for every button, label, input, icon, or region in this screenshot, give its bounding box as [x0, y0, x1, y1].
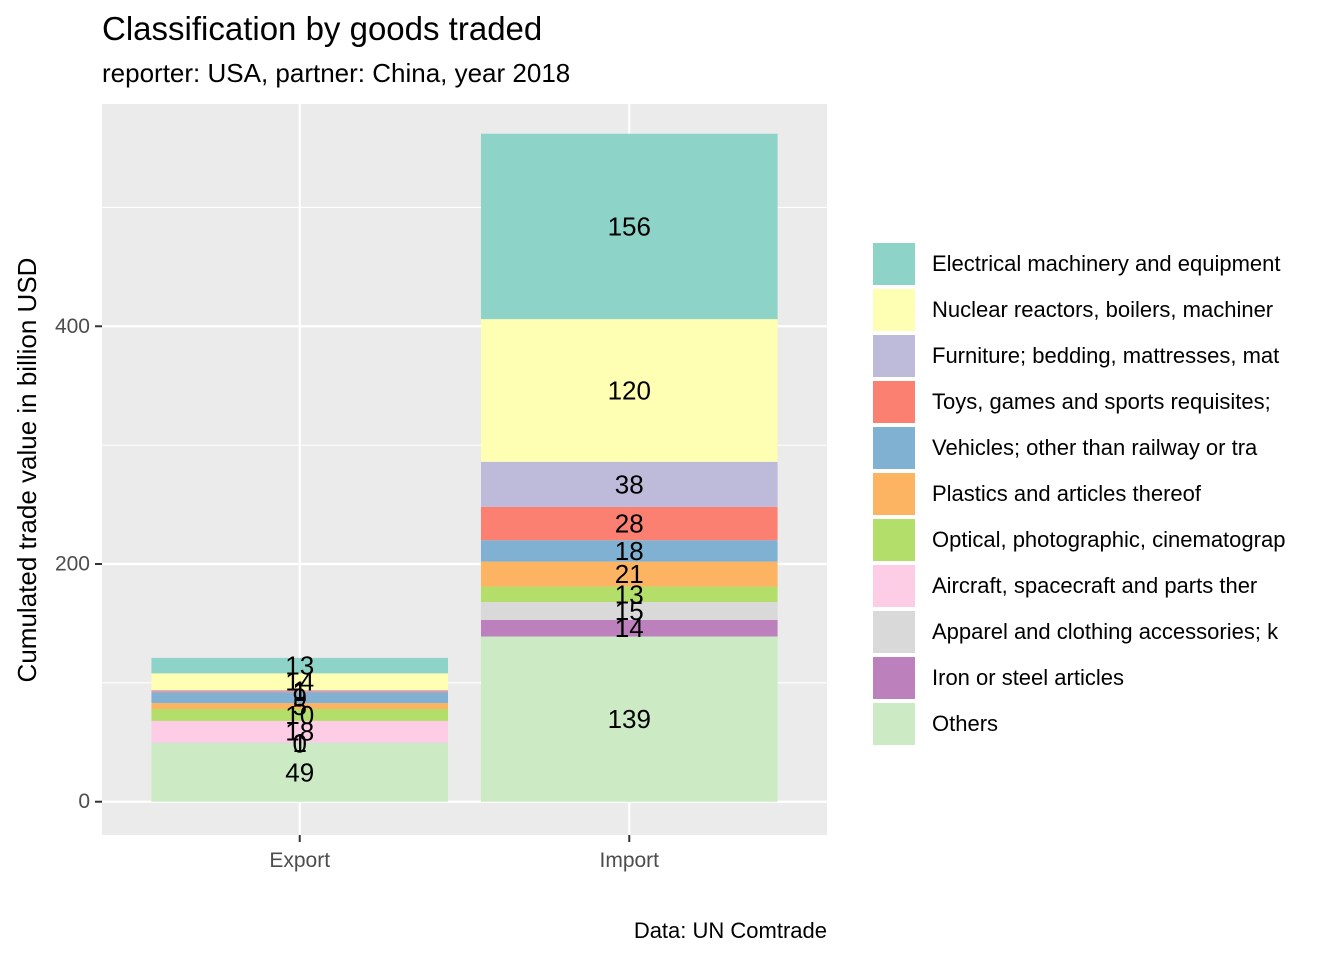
- chart-subtitle: reporter: USA, partner: China, year 2018: [102, 58, 571, 88]
- bar-segment: [480, 506, 778, 541]
- legend-swatch: [873, 519, 915, 561]
- bar-value-label: 139: [608, 704, 651, 734]
- bar-value-label: 120: [608, 375, 651, 405]
- legend-item: Electrical machinery and equipment: [873, 241, 1285, 287]
- legend-swatch: [873, 565, 915, 607]
- bar-segment: [151, 692, 449, 704]
- bar-value-label: 18: [285, 717, 314, 747]
- legend-swatch: [873, 473, 915, 515]
- x-axis: Export Import: [269, 835, 659, 872]
- legend-item: Furniture; bedding, mattresses, mat: [873, 333, 1285, 379]
- legend-swatch: [873, 703, 915, 745]
- chart-title: Classification by goods traded: [102, 10, 543, 47]
- bar-segment: [151, 673, 449, 690]
- bar-value-label: 13: [285, 651, 314, 681]
- legend-swatch: [873, 657, 915, 699]
- bar-value-label: 1: [292, 728, 306, 758]
- legend-swatch: [873, 335, 915, 377]
- legend-label: Toys, games and sports requisites;: [932, 389, 1271, 414]
- x-tick-label: Export: [269, 849, 330, 872]
- legend-label: Nuclear reactors, boilers, machiner: [932, 297, 1274, 322]
- bar-segment: [480, 319, 778, 462]
- bar-value-label: 13: [615, 579, 644, 609]
- legend: Electrical machinery and equipment Nuclea…: [873, 241, 1285, 747]
- legend-item: Vehicles; other than railway or tra: [873, 425, 1285, 471]
- bar-segment: [480, 133, 778, 320]
- bar-value-label: 1: [292, 677, 306, 707]
- bar-value-label: 0: [292, 728, 306, 758]
- bar-segment: [480, 602, 778, 620]
- legend-item: Others: [873, 701, 1285, 747]
- legend-swatch: [873, 289, 915, 331]
- bar-segment: [480, 619, 778, 637]
- bar-segment: [480, 561, 778, 587]
- bars: [151, 133, 778, 802]
- legend-swatch: [873, 611, 915, 653]
- bar-value-label: 14: [285, 667, 314, 697]
- bar-value-label: 14: [615, 613, 644, 643]
- bar-segment: [151, 709, 449, 721]
- legend-label: Furniture; bedding, mattresses, mat: [932, 343, 1280, 368]
- bar-value-label: 18: [615, 536, 644, 566]
- legend-swatch: [873, 427, 915, 469]
- bar-segment: [151, 743, 449, 802]
- legend-item: Apparel and clothing accessories; k: [873, 609, 1285, 655]
- y-axis: 0 200 400: [55, 315, 102, 813]
- bar-value-label: 38: [615, 469, 644, 499]
- bar-segment: [151, 703, 449, 710]
- legend-label: Optical, photographic, cinematograp: [932, 527, 1286, 552]
- legend-item: Optical, photographic, cinematograp: [873, 517, 1285, 563]
- legend-item: Aircraft, spacecraft and parts ther: [873, 563, 1285, 609]
- bar-value-label: 21: [615, 559, 644, 589]
- bar-segment: [151, 657, 449, 674]
- y-tick-label: 400: [55, 315, 90, 338]
- legend-item: Iron or steel articles: [873, 655, 1285, 701]
- bar-segment: [151, 742, 449, 744]
- legend-label: Apparel and clothing accessories; k: [932, 619, 1279, 644]
- legend-swatch: [873, 243, 915, 285]
- bar-value-label: 1: [292, 676, 306, 706]
- bar-value-label: 28: [615, 509, 644, 539]
- legend-item: Toys, games and sports requisites;: [873, 379, 1285, 425]
- bar-segment: [480, 636, 778, 802]
- bar-segment: [151, 720, 449, 743]
- legend-label: Plastics and articles thereof: [932, 481, 1202, 506]
- legend-item: Nuclear reactors, boilers, machiner: [873, 287, 1285, 333]
- legend-swatch: [873, 381, 915, 423]
- bar-value-label: 15: [615, 596, 644, 626]
- y-tick-label: 200: [55, 552, 90, 575]
- y-axis-title: Cumulated trade value in billion USD: [12, 258, 42, 683]
- bar-segment: [151, 689, 449, 692]
- legend-label: Electrical machinery and equipment: [932, 251, 1281, 276]
- legend-label: Iron or steel articles: [932, 665, 1124, 690]
- legend-label: Vehicles; other than railway or tra: [932, 435, 1258, 460]
- legend-label: Aircraft, spacecraft and parts ther: [932, 573, 1258, 598]
- bar-segment: [480, 540, 778, 562]
- bar-value-label: 49: [285, 758, 314, 788]
- bar-value-label: 10: [285, 700, 314, 730]
- bar-segment: [480, 586, 778, 603]
- bar-value-label: 5: [292, 691, 306, 721]
- x-tick-label: Import: [600, 849, 660, 872]
- bar-value-label: 156: [608, 211, 651, 241]
- legend-item: Plastics and articles thereof: [873, 471, 1285, 517]
- legend-label: Others: [932, 711, 999, 736]
- y-tick-label: 0: [78, 790, 90, 813]
- bar-segment: [151, 691, 449, 693]
- bar-value-label: 9: [292, 683, 306, 713]
- chart-caption: Data: UN Comtrade: [633, 918, 827, 943]
- bar-segment: [480, 461, 778, 507]
